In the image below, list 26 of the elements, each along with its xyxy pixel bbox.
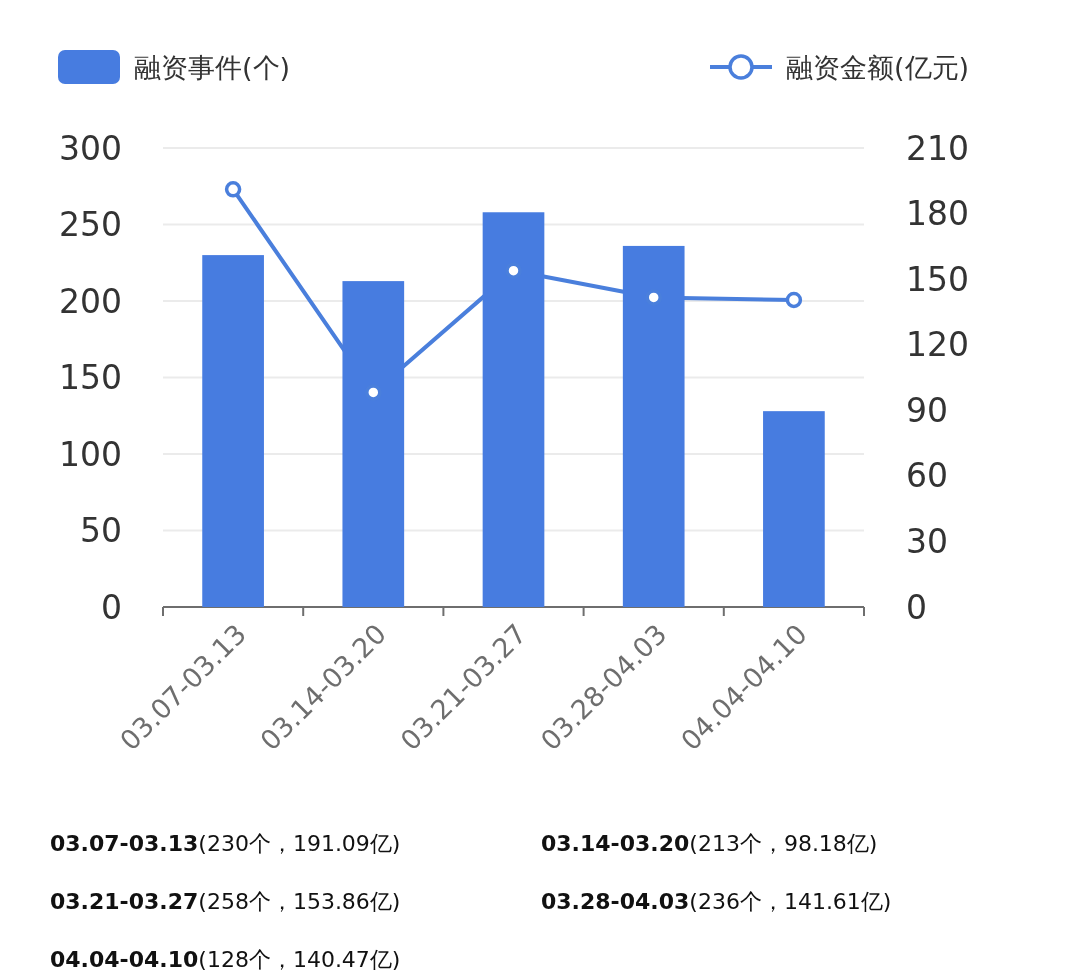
y-tick-label: 200 [59,281,122,321]
y2-tick-label: 150 [906,259,969,299]
y-tick-label: 50 [80,511,122,550]
y2-tick-label: 210 [906,128,969,168]
y2-tick-label: 0 [906,587,927,627]
text: 03.28-04.03(236个，141.61亿) [541,889,892,914]
bar [763,411,825,607]
y-tick-label: 0 [101,587,122,627]
y2-tick-label: 30 [906,521,948,561]
text: 03.21-03.27(258个，153.86亿) [50,889,401,914]
text: 03.07-03.13(230个，191.09亿) [50,831,401,856]
y-tick-label: 150 [59,358,122,397]
text: 04.04-04.10(128个，140.47亿) [50,947,401,972]
y2-tick-label: 60 [906,456,948,496]
point [224,181,242,198]
text: 03.14-03.20(213个，98.18亿) [541,831,878,856]
bar [202,255,264,607]
y-tick-label: 300 [59,128,122,168]
y2-tick-label: 90 [906,390,948,430]
legend-label: 融资金额(亿元) [786,51,970,83]
legend-label: 融资事件(个) [134,51,291,83]
y-tick-label: 100 [59,434,122,474]
y-tick-label: 250 [59,205,122,244]
y2-tick-label: 120 [906,325,969,365]
y2-tick-label: 180 [906,194,969,234]
point [785,291,803,309]
